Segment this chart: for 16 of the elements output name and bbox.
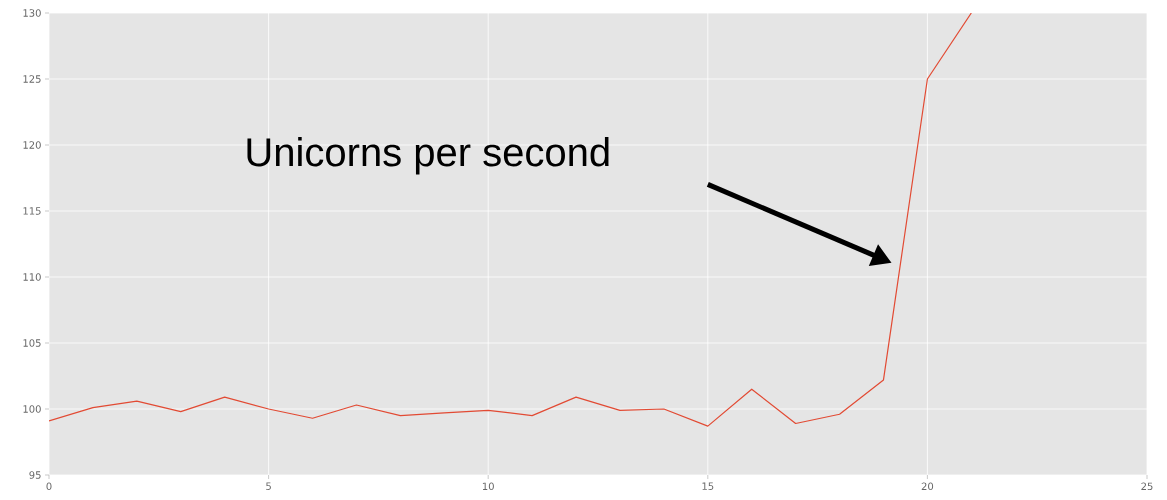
annotation: Unicorns per second [247, 137, 609, 175]
x-tick-label: 10 [482, 482, 494, 491]
y-tick-label: 110 [23, 273, 41, 281]
y-tick-label: 105 [23, 339, 41, 347]
line-series [49, 13, 972, 427]
y-tick-label: 95 [29, 471, 41, 479]
x-tick-label: 15 [702, 482, 714, 490]
y-tick-label: 100 [23, 405, 41, 413]
x-tick-label: 25 [1141, 482, 1153, 491]
y-tick-label: 115 [23, 207, 41, 215]
y-tick-label: 125 [23, 75, 41, 83]
x-tick-label: 5 [266, 482, 271, 490]
y-tick-label: 120 [23, 141, 41, 149]
x-tick-label: 0 [46, 482, 52, 491]
y-tick-label: 130 [23, 9, 41, 17]
x-tick-label: 20 [921, 482, 934, 491]
